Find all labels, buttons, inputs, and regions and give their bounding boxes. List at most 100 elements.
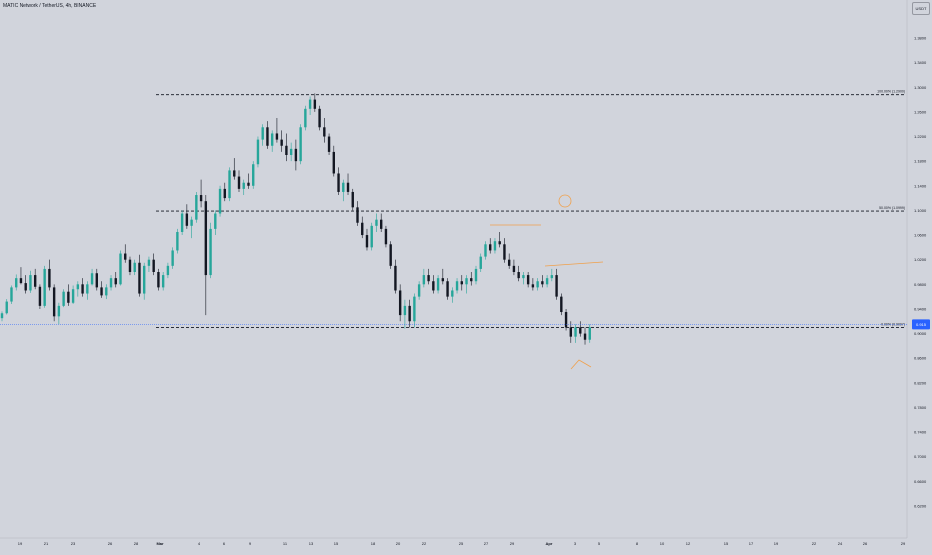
candle-body bbox=[474, 268, 478, 282]
candle bbox=[427, 268, 430, 285]
candle-body bbox=[441, 278, 445, 282]
candle bbox=[5, 299, 8, 315]
candle-body bbox=[247, 182, 250, 186]
candle bbox=[100, 281, 103, 298]
candle bbox=[275, 118, 279, 143]
candle bbox=[209, 222, 212, 279]
candle-body bbox=[90, 273, 94, 285]
time-tick-label: 6 bbox=[223, 541, 226, 546]
candle-body bbox=[308, 99, 312, 109]
candle bbox=[370, 222, 373, 251]
candle bbox=[10, 285, 13, 305]
candle-body bbox=[569, 327, 572, 337]
candle bbox=[541, 275, 544, 288]
currency-button[interactable]: USDT bbox=[912, 2, 930, 15]
candle-body bbox=[124, 253, 127, 260]
candle-body bbox=[560, 296, 563, 313]
candle-body bbox=[361, 222, 364, 236]
time-tick-label: 22 bbox=[422, 541, 427, 546]
candle bbox=[351, 188, 354, 211]
time-tick-label: Mar bbox=[156, 541, 164, 546]
candle bbox=[252, 161, 255, 189]
candle bbox=[389, 241, 392, 269]
candle-body bbox=[71, 289, 75, 303]
candle-body bbox=[0, 313, 4, 319]
price-tick-label: 0.9400 bbox=[914, 306, 927, 311]
candle bbox=[19, 267, 23, 285]
candle-body bbox=[337, 173, 340, 192]
candle-body bbox=[493, 241, 497, 251]
candle-body bbox=[38, 286, 42, 306]
candle bbox=[356, 201, 359, 226]
candle-body bbox=[10, 287, 13, 302]
candle-body bbox=[242, 182, 245, 189]
symbol-title: MATIC Network / TetherUS, 4h, BINANCE bbox=[3, 3, 97, 9]
candle bbox=[308, 96, 312, 115]
candle-body bbox=[81, 284, 84, 294]
candle bbox=[228, 167, 231, 202]
candle-body bbox=[100, 287, 103, 296]
price-tick-label: 0.8600 bbox=[914, 356, 927, 361]
candle bbox=[313, 93, 317, 112]
candle bbox=[124, 244, 127, 263]
current-price-label: 0.915 bbox=[916, 322, 927, 327]
time-tick-label: 18 bbox=[371, 541, 376, 546]
fib-levels: 100.00% (1.2900) 50.00% (1.0999) 0.00% (0.… bbox=[156, 90, 905, 328]
time-tick-label: 29 bbox=[510, 541, 515, 546]
candle-body bbox=[422, 275, 426, 285]
candle-body bbox=[408, 305, 411, 322]
candle bbox=[109, 275, 113, 291]
current-price-marker: 0.915 bbox=[0, 319, 930, 330]
candle-body bbox=[166, 265, 170, 276]
price-tick-label: 1.0200 bbox=[914, 257, 927, 262]
candle-body bbox=[498, 241, 501, 245]
price-tick-label: 1.2200 bbox=[914, 134, 927, 139]
candle-body bbox=[261, 127, 264, 140]
candle bbox=[48, 259, 51, 291]
candle bbox=[503, 238, 506, 263]
candle-body bbox=[43, 268, 46, 306]
candle bbox=[247, 173, 250, 189]
price-tick-label: 1.3800 bbox=[914, 36, 927, 41]
candle-body bbox=[19, 278, 23, 284]
candle-body bbox=[522, 275, 525, 279]
candle-body bbox=[252, 164, 255, 186]
candle-body bbox=[583, 333, 587, 340]
candle bbox=[133, 259, 136, 276]
candle-body bbox=[507, 259, 511, 266]
candle bbox=[498, 231, 501, 248]
candle-body bbox=[579, 327, 582, 334]
time-tick-label: 12 bbox=[686, 541, 691, 546]
candle bbox=[294, 139, 298, 171]
candle bbox=[86, 281, 89, 300]
candle bbox=[166, 262, 170, 279]
candle bbox=[62, 289, 65, 308]
price-tick-label: 1.3000 bbox=[914, 85, 927, 90]
time-tick-label: 15 bbox=[724, 541, 729, 546]
candle bbox=[408, 299, 411, 328]
candle bbox=[204, 195, 208, 316]
time-tick-label: 13 bbox=[309, 541, 314, 546]
candle bbox=[114, 272, 117, 288]
time-tick-label: 11 bbox=[283, 541, 288, 546]
candle-body bbox=[114, 278, 117, 285]
candle bbox=[218, 185, 222, 217]
time-tick-label: 21 bbox=[44, 541, 49, 546]
candle-body bbox=[204, 201, 208, 276]
candle-body bbox=[147, 259, 151, 266]
candle-body bbox=[427, 275, 430, 282]
candle bbox=[474, 265, 478, 285]
candle bbox=[223, 182, 226, 202]
candle bbox=[289, 142, 293, 162]
candle bbox=[161, 272, 165, 291]
candle-body bbox=[588, 327, 591, 340]
candle-body bbox=[176, 231, 179, 251]
candle bbox=[517, 265, 520, 282]
candle-body bbox=[342, 182, 345, 192]
candle-body bbox=[380, 219, 383, 229]
candles bbox=[0, 93, 591, 345]
candle bbox=[531, 278, 535, 291]
candle-body bbox=[185, 213, 189, 226]
